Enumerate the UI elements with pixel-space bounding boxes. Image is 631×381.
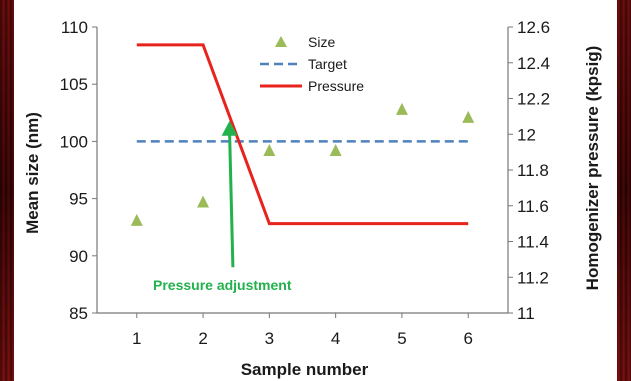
x-tick-label: 6 <box>463 329 472 348</box>
y2-tick-label: 11.2 <box>517 268 549 287</box>
x-tick-label: 3 <box>265 329 274 348</box>
size-point <box>462 110 475 123</box>
y2-axis-title: Homogenizer pressure (kpsig) <box>583 46 602 291</box>
y2-tick-label: 12.6 <box>517 18 550 37</box>
legend-label-target: Target <box>308 56 347 72</box>
y-tick-label: 105 <box>60 75 88 94</box>
ticks: 8590951001051101111.211.411.611.81212.21… <box>60 18 550 348</box>
y-tick-label: 100 <box>60 132 88 151</box>
y2-tick-label: 11.6 <box>517 197 549 216</box>
legend-label-pressure: Pressure <box>308 78 364 94</box>
chart-panel <box>14 0 617 381</box>
annotations: Pressure adjustment <box>153 120 292 293</box>
y-tick-label: 95 <box>69 190 88 209</box>
y-axis-title: Mean size (nm) <box>23 112 42 234</box>
y-tick-label: 85 <box>69 304 88 323</box>
annotation-label: Pressure adjustment <box>153 277 292 293</box>
series <box>130 43 475 226</box>
size-point <box>263 144 276 157</box>
axes <box>96 27 509 314</box>
y2-tick-label: 12 <box>517 125 536 144</box>
y2-tick-label: 11 <box>517 304 535 323</box>
x-tick-label: 2 <box>198 329 207 348</box>
x-tick-label: 1 <box>132 329 141 348</box>
size-point <box>197 195 210 208</box>
y2-tick-label: 11.8 <box>517 161 549 180</box>
y2-tick-label: 12.2 <box>517 90 550 109</box>
y-tick-label: 110 <box>61 18 88 37</box>
x-tick-label: 4 <box>331 329 340 348</box>
size-point <box>329 144 342 157</box>
y-tick-label: 90 <box>69 247 88 266</box>
legend-label-size: Size <box>308 34 335 50</box>
legend-marker-size <box>275 36 287 47</box>
annotation-arrow-head <box>221 120 238 136</box>
series-pressure-line <box>136 43 469 226</box>
size-point <box>395 102 408 115</box>
y2-tick-label: 12.4 <box>517 54 550 73</box>
annotation-arrow-shaft <box>228 132 235 268</box>
x-axis-title: Sample number <box>241 360 369 379</box>
y2-tick-label: 11.4 <box>517 233 549 252</box>
x-tick-label: 5 <box>397 329 406 348</box>
legend: Size Target Pressure <box>260 34 364 94</box>
size-point <box>130 213 143 226</box>
